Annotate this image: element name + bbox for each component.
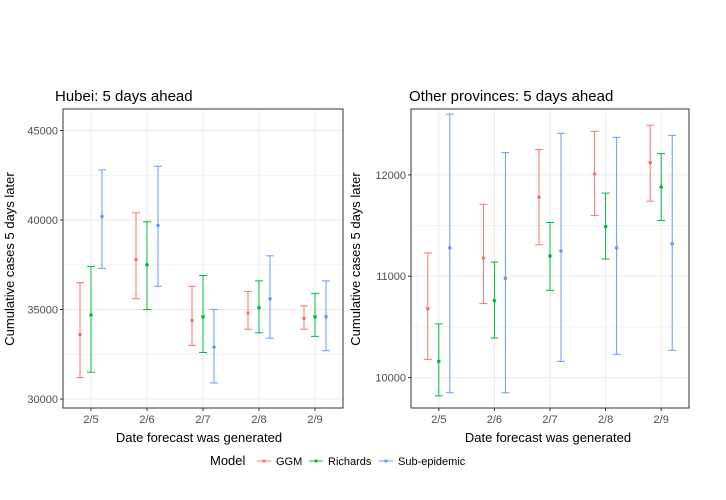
hubei-y-tick-label: 35000 xyxy=(27,305,58,317)
legend-label-richards: Richards xyxy=(328,456,372,468)
point-ggm-2-9 xyxy=(648,160,652,165)
other-provinces-x-tick-label: 2/8 xyxy=(598,414,613,426)
other-provinces-y-axis-title: Cumulative cases 5 days later xyxy=(348,172,363,346)
hubei-chart-title: Hubei: 5 days ahead xyxy=(55,88,193,105)
other-provinces-x-axis-title: Date forecast was generated xyxy=(465,430,631,445)
other-provinces-series-ggm xyxy=(423,124,655,360)
point-ggm-2-7 xyxy=(537,195,541,199)
other-provinces-x-tick-label: 2/5 xyxy=(431,414,446,426)
other-provinces-y-tick-label: 11000 xyxy=(376,271,406,283)
legend-item-richards: Richards xyxy=(309,456,372,468)
legend-key-point-sub-epidemic xyxy=(384,459,388,463)
hubei-x-tick-label: 2/5 xyxy=(83,414,98,426)
point-ggm-2-7 xyxy=(190,318,194,323)
hubei-y-tick-label: 30000 xyxy=(27,394,58,406)
point-sub-epidemic-2-7 xyxy=(212,345,216,349)
point-richards-2-6 xyxy=(492,298,497,303)
point-sub-epidemic-2-7 xyxy=(559,249,563,253)
hubei-series-sub-epidemic xyxy=(98,165,330,384)
point-ggm-2-8 xyxy=(592,172,597,176)
point-sub-epidemic-2-9 xyxy=(670,242,674,246)
legend-label-ggm: GGM xyxy=(276,456,302,468)
point-ggm-2-6 xyxy=(134,257,138,262)
point-richards-2-5 xyxy=(89,313,93,317)
point-ggm-2-5 xyxy=(78,332,82,337)
hubei-series-ggm xyxy=(76,212,308,379)
point-richards-2-7 xyxy=(548,254,552,258)
point-ggm-2-9 xyxy=(302,316,306,321)
hubei-y-tick-label: 45000 xyxy=(27,125,58,137)
point-ggm-2-8 xyxy=(246,311,250,315)
hubei-x-axis-title: Date forecast was generated xyxy=(116,430,282,445)
point-richards-2-7 xyxy=(201,314,205,319)
point-richards-2-8 xyxy=(603,224,608,229)
legend-title: Model xyxy=(210,453,246,468)
hubei-y-axis-title: Cumulative cases 5 days later xyxy=(2,172,17,346)
other-provinces-x-tick-label: 2/6 xyxy=(487,414,502,426)
legend-item-ggm: GGM xyxy=(257,456,302,468)
point-sub-epidemic-2-6 xyxy=(503,276,508,281)
point-ggm-2-6 xyxy=(481,256,486,260)
other-provinces-series-richards xyxy=(434,153,666,397)
point-sub-epidemic-2-5 xyxy=(448,246,452,250)
legend-label-sub-epidemic: Sub-epidemic xyxy=(398,456,466,468)
hubei-x-tick-label: 2/6 xyxy=(139,414,154,426)
other-provinces-y-tick-label: 10000 xyxy=(375,373,406,385)
other-provinces-panel: Other provinces: 5 days ahead Cumulative… xyxy=(348,88,690,445)
point-richards-2-9 xyxy=(659,185,663,189)
other-provinces-x-tick-label: 2/7 xyxy=(542,414,557,426)
point-richards-2-9 xyxy=(313,314,317,319)
point-richards-2-6 xyxy=(145,262,149,267)
point-sub-epidemic-2-8 xyxy=(614,246,619,250)
point-sub-epidemic-2-5 xyxy=(100,214,104,219)
legend-item-sub-epidemic: Sub-epidemic xyxy=(379,456,466,468)
other-provinces-x-tick-label: 2/9 xyxy=(654,414,669,426)
point-sub-epidemic-2-6 xyxy=(156,223,160,228)
other-provinces-y-tick-label: 12000 xyxy=(375,170,406,182)
other-provinces-series-sub-epidemic xyxy=(445,113,677,394)
legend-key-point-ggm xyxy=(262,459,266,463)
hubei-panel: Hubei: 5 days ahead Cumulative cases 5 d… xyxy=(2,88,344,445)
point-sub-epidemic-2-9 xyxy=(324,314,328,319)
hubei-x-tick-label: 2/7 xyxy=(195,414,210,426)
point-ggm-2-5 xyxy=(426,306,430,311)
hubei-series-richards xyxy=(87,221,319,373)
hubei-x-tick-label: 2/9 xyxy=(307,414,322,426)
hubei-x-tick-label: 2/8 xyxy=(251,414,266,426)
legend-key-point-richards xyxy=(314,459,318,463)
point-richards-2-8 xyxy=(257,305,261,310)
legend: Model GGM Richards Sub-epidemic xyxy=(210,453,466,468)
point-richards-2-5 xyxy=(437,359,441,364)
point-sub-epidemic-2-8 xyxy=(268,296,272,301)
hubei-y-tick-label: 40000 xyxy=(27,215,58,227)
other-provinces-chart-title: Other provinces: 5 days ahead xyxy=(409,88,613,105)
